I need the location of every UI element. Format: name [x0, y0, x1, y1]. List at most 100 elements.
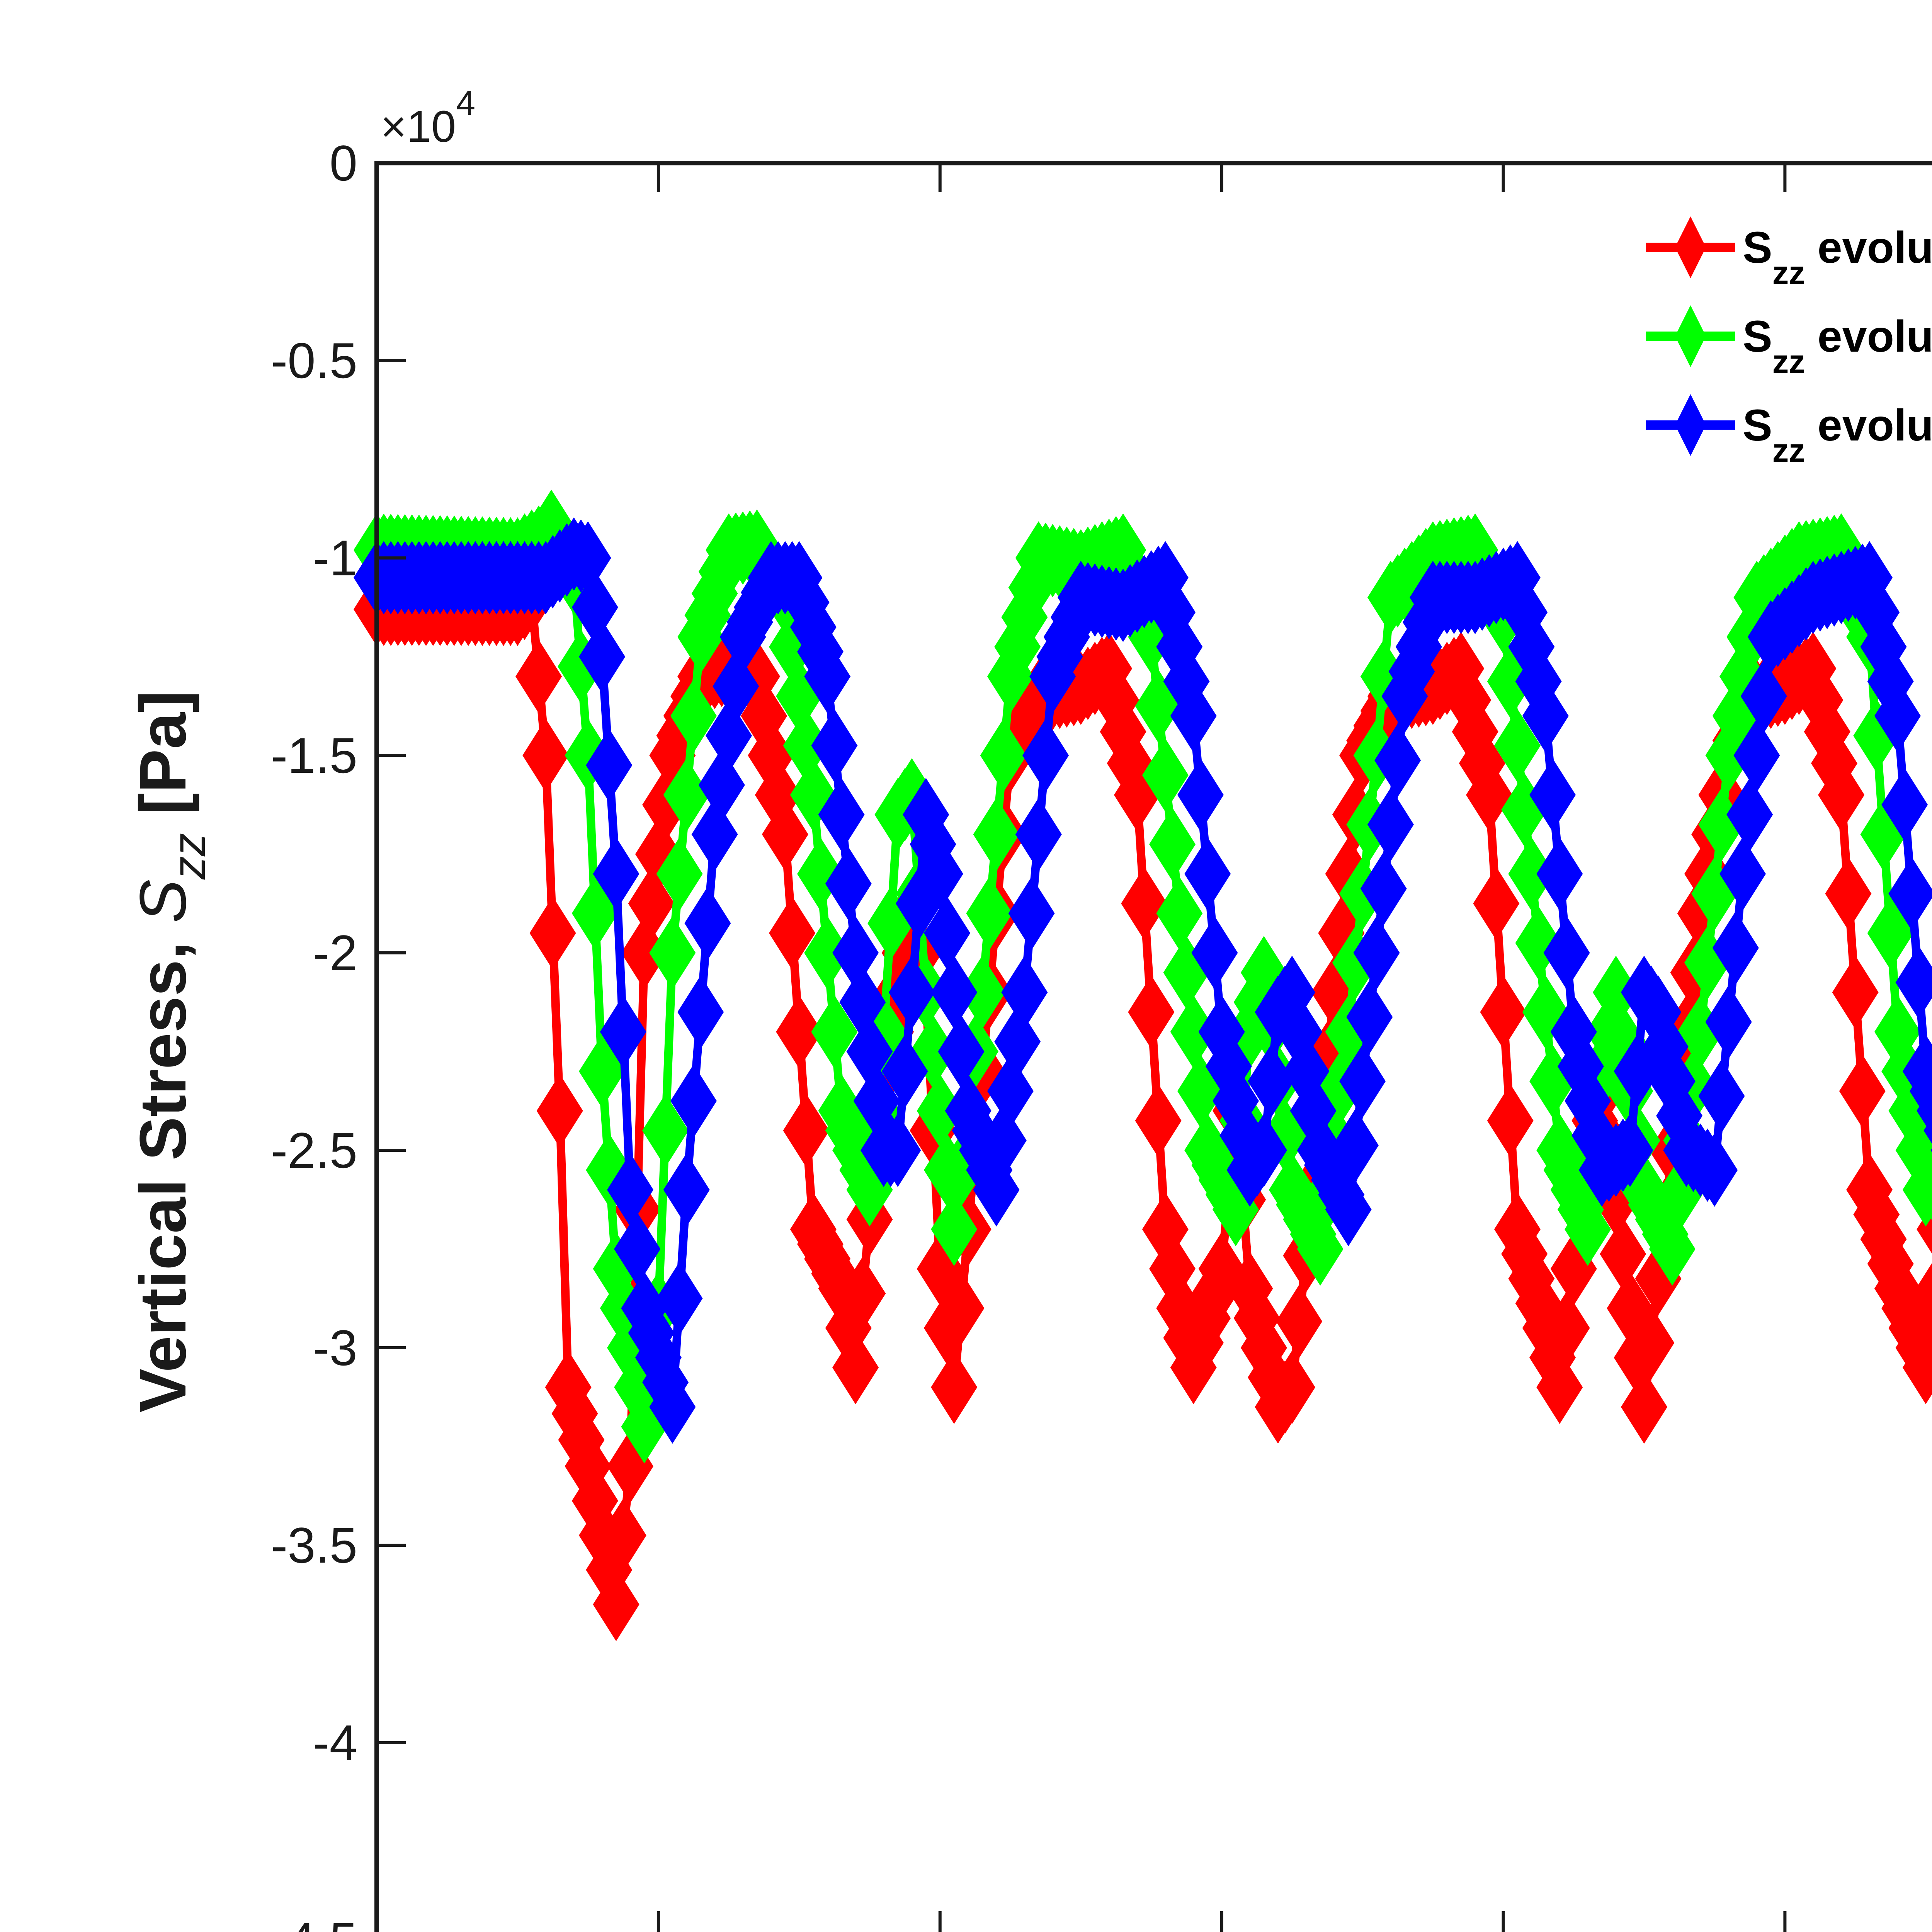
data-point-marker — [1698, 1059, 1745, 1133]
data-point-marker — [579, 620, 626, 694]
data-point-marker — [966, 876, 1013, 950]
data-point-marker — [1917, 1086, 1932, 1135]
data-point-marker — [818, 778, 865, 852]
data-point-marker — [1565, 1192, 1611, 1266]
legend-subscript: zz — [1772, 255, 1805, 291]
data-point-marker — [529, 896, 576, 970]
data-point-marker — [1346, 980, 1393, 1054]
legend-text-rest: evolution at (4.375, 0, 0.6). — [1805, 401, 1932, 450]
data-point-marker — [832, 1331, 879, 1405]
y-multiplier-exponent: 4 — [456, 84, 475, 122]
data-point-marker — [1297, 1212, 1344, 1286]
data-point-marker — [987, 1054, 1034, 1128]
y-tick-label: -3.5 — [271, 1517, 357, 1573]
data-point-marker — [1332, 1109, 1379, 1182]
data-point-marker — [881, 1034, 928, 1108]
data-point-marker — [825, 847, 872, 921]
data-point-marker — [1628, 1306, 1675, 1380]
y-axis-title-symbol: S — [126, 879, 200, 923]
data-point-marker — [1240, 1114, 1287, 1187]
data-point-marker — [931, 1192, 978, 1266]
data-point-marker — [1529, 758, 1576, 832]
data-point-marker — [839, 1257, 886, 1330]
data-point-marker — [1156, 876, 1203, 950]
y-axis-title-suffix: [Pa] — [126, 690, 200, 833]
data-point-marker — [713, 650, 759, 723]
data-point-marker — [769, 896, 816, 970]
data-point-marker — [917, 1074, 963, 1148]
data-point-marker — [1170, 679, 1217, 753]
data-point-marker — [1128, 975, 1175, 1049]
data-point-marker — [1170, 995, 1217, 1069]
data-point-marker — [1367, 787, 1414, 861]
legend-text-rest: evolution at (0.675, 0, 0.6). — [1805, 223, 1932, 272]
data-point-marker — [1593, 956, 1639, 1029]
data-point-marker — [1923, 1162, 1932, 1188]
y-tick-label: -4.5 — [271, 1912, 357, 1932]
data-point-marker — [1733, 719, 1780, 792]
data-point-marker — [1022, 719, 1069, 792]
data-point-marker — [755, 758, 801, 832]
data-point-marker — [1874, 679, 1921, 753]
data-point-marker — [1360, 852, 1407, 925]
legend-symbol: S — [1743, 223, 1772, 272]
data-point-marker — [1881, 768, 1928, 842]
data-point-marker — [1191, 916, 1238, 990]
series-layer — [354, 490, 1932, 1641]
data-point-marker — [1712, 911, 1759, 985]
data-point-marker — [1466, 758, 1513, 832]
y-tick-label: -2 — [313, 925, 357, 981]
y-tick-label: -1.5 — [271, 727, 357, 784]
data-point-marker — [691, 798, 738, 871]
y-tick-label: -0.5 — [271, 332, 357, 389]
y-axis-title-subscript: zz — [163, 833, 215, 880]
data-point-marker — [565, 521, 611, 595]
data-point-marker — [614, 1212, 661, 1286]
y-axis-title: Vertical Stress, Szz [Pa] — [126, 690, 215, 1412]
data-point-marker — [776, 995, 823, 1069]
data-point-marker — [522, 719, 569, 792]
data-point-marker — [811, 709, 858, 782]
legend-diamond-icon — [1675, 216, 1706, 278]
y-tick-label: -1 — [313, 530, 357, 586]
data-point-marker — [1269, 1350, 1315, 1424]
data-point-marker — [1276, 1284, 1323, 1358]
data-point-marker — [1910, 1263, 1932, 1334]
data-point-marker — [1726, 778, 1773, 852]
y-multiplier-base: ×10 — [381, 102, 456, 151]
legend-subscript: zz — [1772, 344, 1805, 380]
data-point-marker — [931, 956, 978, 1029]
data-point-marker — [1543, 1291, 1590, 1365]
data-point-marker — [1825, 857, 1872, 930]
y-axis-title-prefix: Vertical Stress, — [126, 923, 200, 1412]
data-point-marker — [1135, 1084, 1182, 1158]
data-point-marker — [839, 965, 886, 1039]
data-point-marker — [621, 916, 668, 990]
data-point-marker — [515, 639, 562, 713]
data-point-marker — [804, 916, 851, 990]
data-point-marker — [642, 1094, 689, 1167]
data-point-marker — [980, 719, 1027, 792]
data-point-marker — [593, 837, 639, 911]
data-point-marker — [1374, 723, 1421, 797]
data-point-marker — [1902, 1331, 1932, 1405]
data-point-marker — [677, 975, 724, 1049]
data-point-marker — [1621, 1370, 1667, 1444]
data-point-marker — [1917, 1155, 1932, 1204]
data-point-marker — [846, 1015, 893, 1088]
data-point-marker — [1705, 985, 1752, 1059]
data-point-marker — [649, 916, 696, 990]
data-point-marker — [931, 1350, 978, 1424]
legend-label: Szz evolution at (0.675, 0, 0.6). — [1743, 223, 1932, 291]
data-point-marker — [663, 1153, 710, 1227]
data-point-marker — [1508, 837, 1555, 911]
y-tick-label: -2.5 — [271, 1122, 357, 1179]
legend-label: Szz evolution at (2.5, 0, 0.6). — [1743, 312, 1932, 380]
data-point-marker — [1832, 956, 1879, 1029]
data-point-marker — [1930, 1148, 1932, 1153]
data-point-marker — [1121, 867, 1168, 940]
legend: Szz evolution at (0.675, 0, 0.6).Szz evo… — [1646, 216, 1932, 469]
data-point-marker — [1353, 916, 1400, 990]
data-point-marker — [783, 709, 830, 782]
data-point-marker — [1719, 837, 1766, 911]
